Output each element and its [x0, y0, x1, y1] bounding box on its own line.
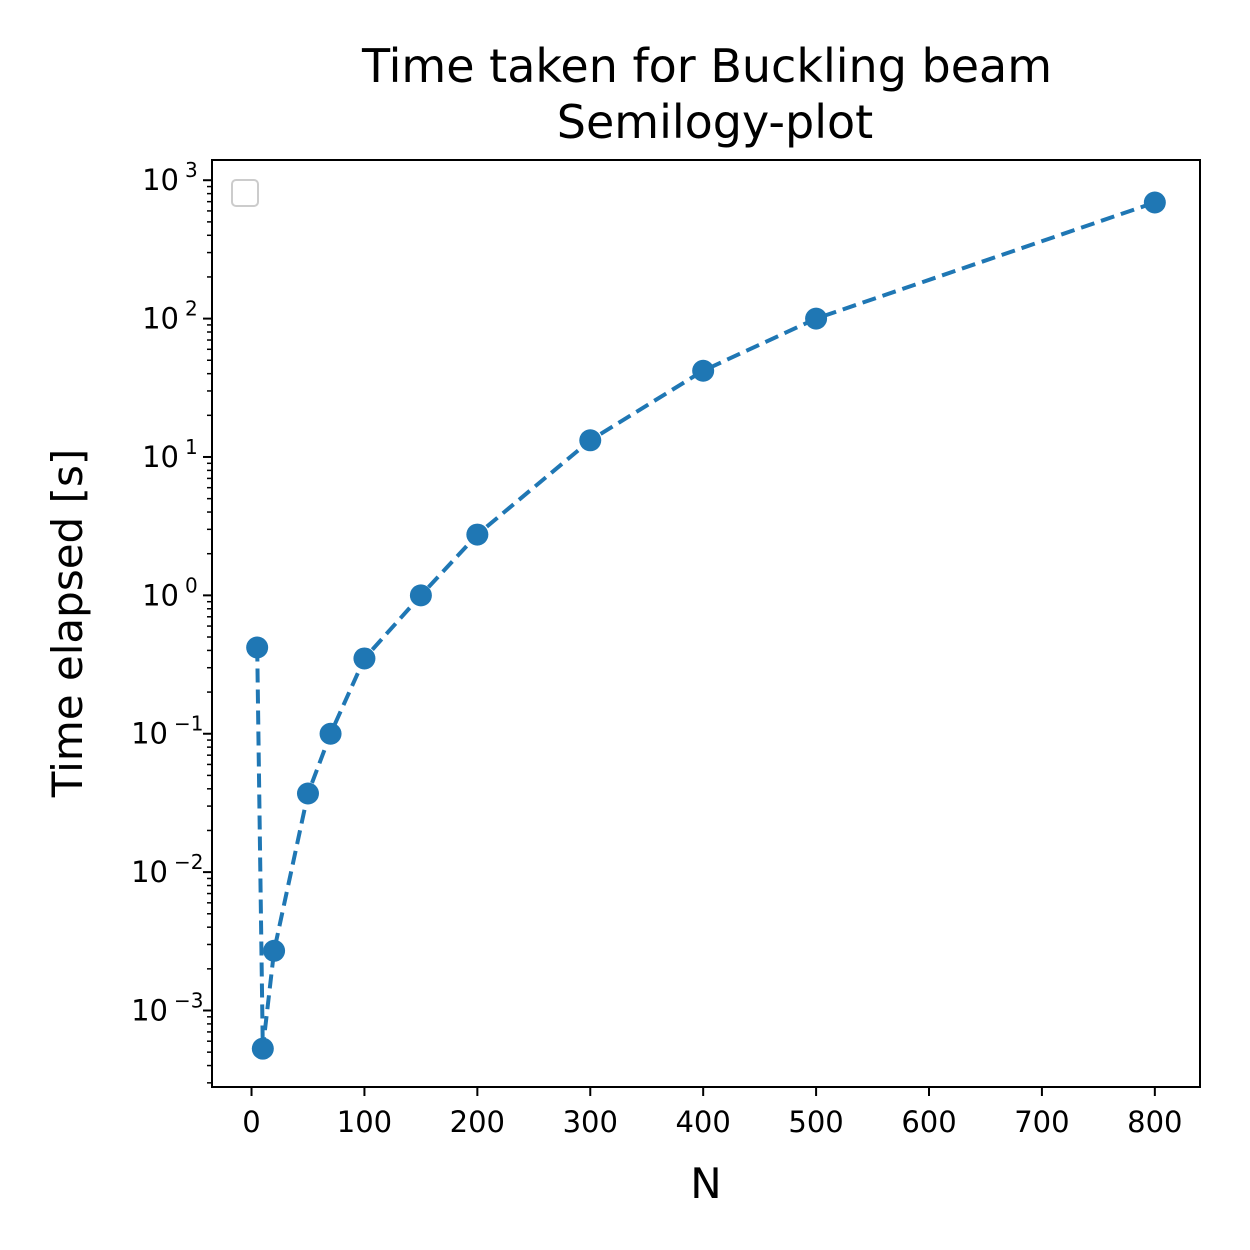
y-tick-exponent: −3 — [174, 988, 203, 1012]
y-tick-base: 10 — [131, 855, 168, 889]
y-tick-base: 10 — [142, 302, 179, 336]
x-tick-label: 300 — [563, 1105, 618, 1139]
x-tick-label: 200 — [450, 1105, 505, 1139]
y-tick-exponent: 2 — [185, 297, 198, 321]
data-point — [263, 939, 286, 962]
y-tick-exponent: −2 — [174, 850, 203, 874]
x-tick-label: 400 — [675, 1105, 730, 1139]
y-tick-base: 10 — [142, 163, 179, 197]
y-tick-label: 10 — [131, 993, 168, 1027]
data-point — [353, 647, 376, 670]
y-tick-base: 10 — [142, 578, 179, 612]
x-tick-label: 800 — [1127, 1105, 1182, 1139]
y-tick-label: 10 — [142, 578, 179, 612]
x-axis-label: N — [690, 1159, 721, 1208]
chart-subtitle: Semilogy-plot — [557, 95, 873, 149]
y-tick-exponent: 0 — [185, 573, 198, 597]
data-point — [466, 523, 489, 546]
y-tick-base: 10 — [131, 993, 168, 1027]
data-point — [319, 722, 342, 745]
chart-title: Time taken for Buckling beam — [361, 39, 1052, 93]
y-tick-base: 10 — [131, 717, 168, 751]
y-tick-label: 10 — [142, 163, 179, 197]
legend-box — [231, 179, 259, 207]
data-point — [579, 429, 602, 452]
data-point — [296, 782, 319, 805]
axes-frame — [211, 159, 1201, 1088]
y-tick-label: 10 — [131, 855, 168, 889]
y-tick-label: 10 — [142, 440, 179, 474]
x-tick-label: 100 — [337, 1105, 392, 1139]
data-point — [1143, 191, 1166, 214]
y-tick-exponent: −1 — [174, 712, 203, 736]
x-tick-label: 700 — [1014, 1105, 1069, 1139]
x-tick-label: 600 — [901, 1105, 956, 1139]
data-point — [805, 307, 828, 330]
y-tick-label: 10 — [131, 717, 168, 751]
x-tick-label: 500 — [788, 1105, 843, 1139]
data-point — [692, 359, 715, 382]
x-tick-label: 0 — [242, 1105, 260, 1139]
y-tick-exponent: 1 — [185, 435, 198, 459]
y-axis-label: Time elapsed [s] — [43, 449, 92, 798]
series-line — [255, 200, 1156, 1051]
y-tick-base: 10 — [142, 440, 179, 474]
data-point — [409, 584, 432, 607]
data-point — [246, 636, 269, 659]
y-tick-exponent: 3 — [185, 158, 198, 182]
y-tick-label: 10 — [142, 302, 179, 336]
data-point — [251, 1037, 274, 1060]
